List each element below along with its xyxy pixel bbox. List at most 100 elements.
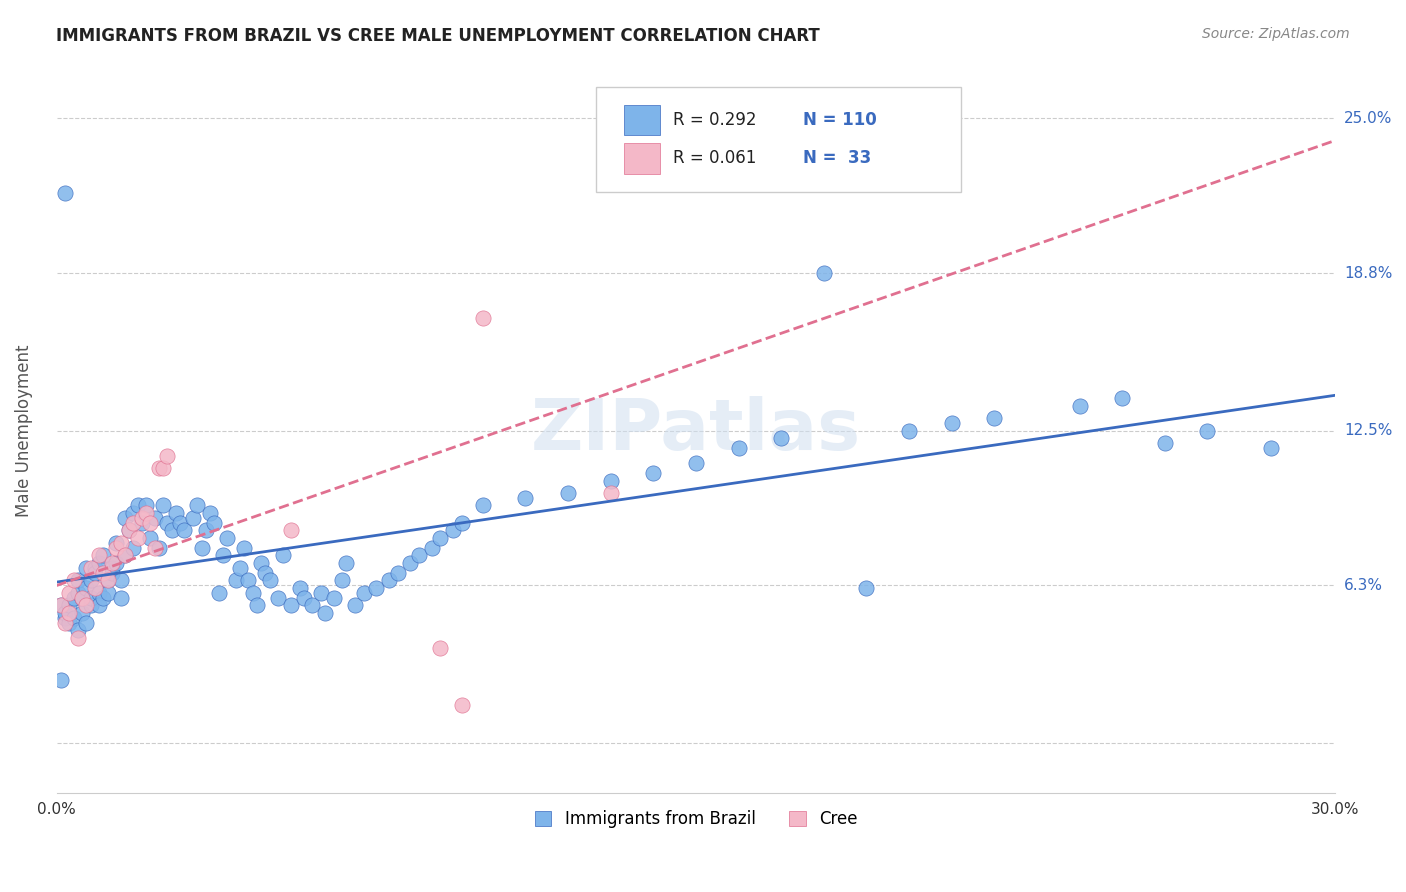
Immigrants from Brazil	[97, 574, 120, 588]
Cree	[471, 311, 494, 326]
Immigrants from Brazil	[217, 531, 239, 545]
Immigrants from Brazil	[685, 456, 707, 470]
Immigrants from Brazil	[280, 599, 302, 613]
Cree	[62, 574, 84, 588]
Cree	[80, 561, 103, 575]
Immigrants from Brazil	[143, 511, 166, 525]
Cree	[101, 556, 124, 570]
Y-axis label: Male Unemployment: Male Unemployment	[15, 344, 32, 516]
Immigrants from Brazil	[118, 524, 141, 538]
Immigrants from Brazil	[122, 506, 145, 520]
Immigrants from Brazil	[160, 524, 183, 538]
Immigrants from Brazil	[322, 591, 344, 605]
Immigrants from Brazil	[450, 516, 472, 530]
Cree	[143, 541, 166, 555]
Immigrants from Brazil	[292, 591, 315, 605]
Cree	[122, 516, 145, 530]
Immigrants from Brazil	[211, 549, 233, 563]
Text: 25.0%: 25.0%	[1344, 111, 1392, 126]
Text: N = 110: N = 110	[803, 111, 877, 129]
Immigrants from Brazil	[335, 556, 357, 570]
Immigrants from Brazil	[271, 549, 294, 563]
Bar	[624, 143, 661, 174]
Immigrants from Brazil	[53, 611, 76, 625]
Immigrants from Brazil	[53, 186, 76, 201]
Immigrants from Brazil	[599, 474, 621, 488]
Immigrants from Brazil	[242, 586, 264, 600]
Immigrants from Brazil	[1197, 424, 1219, 438]
Immigrants from Brazil	[1111, 391, 1133, 405]
Cree	[156, 449, 179, 463]
Immigrants from Brazil	[267, 591, 290, 605]
Immigrants from Brazil	[186, 499, 208, 513]
Immigrants from Brazil	[238, 574, 260, 588]
Cree	[58, 606, 80, 620]
Immigrants from Brazil	[378, 574, 401, 588]
Text: R = 0.292: R = 0.292	[673, 111, 756, 129]
Immigrants from Brazil	[727, 441, 749, 455]
Immigrants from Brazil	[131, 516, 153, 530]
Immigrants from Brazil	[301, 599, 323, 613]
Cree	[280, 524, 302, 538]
Immigrants from Brazil	[53, 606, 76, 620]
Immigrants from Brazil	[259, 574, 281, 588]
Immigrants from Brazil	[114, 511, 136, 525]
Immigrants from Brazil	[229, 561, 252, 575]
Immigrants from Brazil	[127, 499, 149, 513]
Immigrants from Brazil	[62, 611, 84, 625]
Immigrants from Brazil	[813, 266, 835, 280]
Immigrants from Brazil	[101, 566, 124, 580]
Immigrants from Brazil	[515, 491, 537, 505]
Immigrants from Brazil	[898, 424, 921, 438]
Legend: Immigrants from Brazil, Cree: Immigrants from Brazil, Cree	[529, 804, 865, 835]
Cree	[599, 486, 621, 500]
FancyBboxPatch shape	[596, 87, 960, 192]
Immigrants from Brazil	[314, 606, 336, 620]
Immigrants from Brazil	[441, 524, 464, 538]
Cree	[84, 581, 107, 595]
Text: 12.5%: 12.5%	[1344, 423, 1392, 438]
Cree	[131, 511, 153, 525]
Cree	[70, 591, 93, 605]
Immigrants from Brazil	[207, 586, 229, 600]
Immigrants from Brazil	[80, 574, 103, 588]
Immigrants from Brazil	[58, 599, 80, 613]
Immigrants from Brazil	[66, 574, 89, 588]
Immigrants from Brazil	[135, 499, 157, 513]
Immigrants from Brazil	[75, 615, 97, 630]
Immigrants from Brazil	[49, 673, 72, 688]
Immigrants from Brazil	[49, 599, 72, 613]
Immigrants from Brazil	[429, 531, 451, 545]
Immigrants from Brazil	[156, 516, 179, 530]
Immigrants from Brazil	[941, 416, 963, 430]
Immigrants from Brazil	[93, 549, 115, 563]
Immigrants from Brazil	[62, 591, 84, 605]
Immigrants from Brazil	[148, 541, 170, 555]
Immigrants from Brazil	[387, 566, 409, 580]
Immigrants from Brazil	[110, 574, 132, 588]
Immigrants from Brazil	[122, 541, 145, 555]
Text: 18.8%: 18.8%	[1344, 266, 1392, 281]
Cree	[75, 599, 97, 613]
Immigrants from Brazil	[288, 581, 311, 595]
Immigrants from Brazil	[152, 499, 174, 513]
Immigrants from Brazil	[89, 586, 111, 600]
Immigrants from Brazil	[202, 516, 225, 530]
Text: N =  33: N = 33	[803, 149, 872, 168]
Cree	[152, 461, 174, 475]
Immigrants from Brazil	[169, 516, 191, 530]
Immigrants from Brazil	[66, 624, 89, 638]
Cree	[114, 549, 136, 563]
Immigrants from Brazil	[770, 431, 793, 445]
Text: ZIPatlas: ZIPatlas	[531, 396, 860, 465]
Text: 6.3%: 6.3%	[1344, 578, 1384, 593]
Cree	[89, 549, 111, 563]
Immigrants from Brazil	[194, 524, 217, 538]
Cree	[135, 506, 157, 520]
Immigrants from Brazil	[75, 561, 97, 575]
Cree	[97, 574, 120, 588]
Immigrants from Brazil	[89, 556, 111, 570]
Immigrants from Brazil	[97, 586, 120, 600]
Immigrants from Brazil	[330, 574, 353, 588]
Immigrants from Brazil	[101, 561, 124, 575]
